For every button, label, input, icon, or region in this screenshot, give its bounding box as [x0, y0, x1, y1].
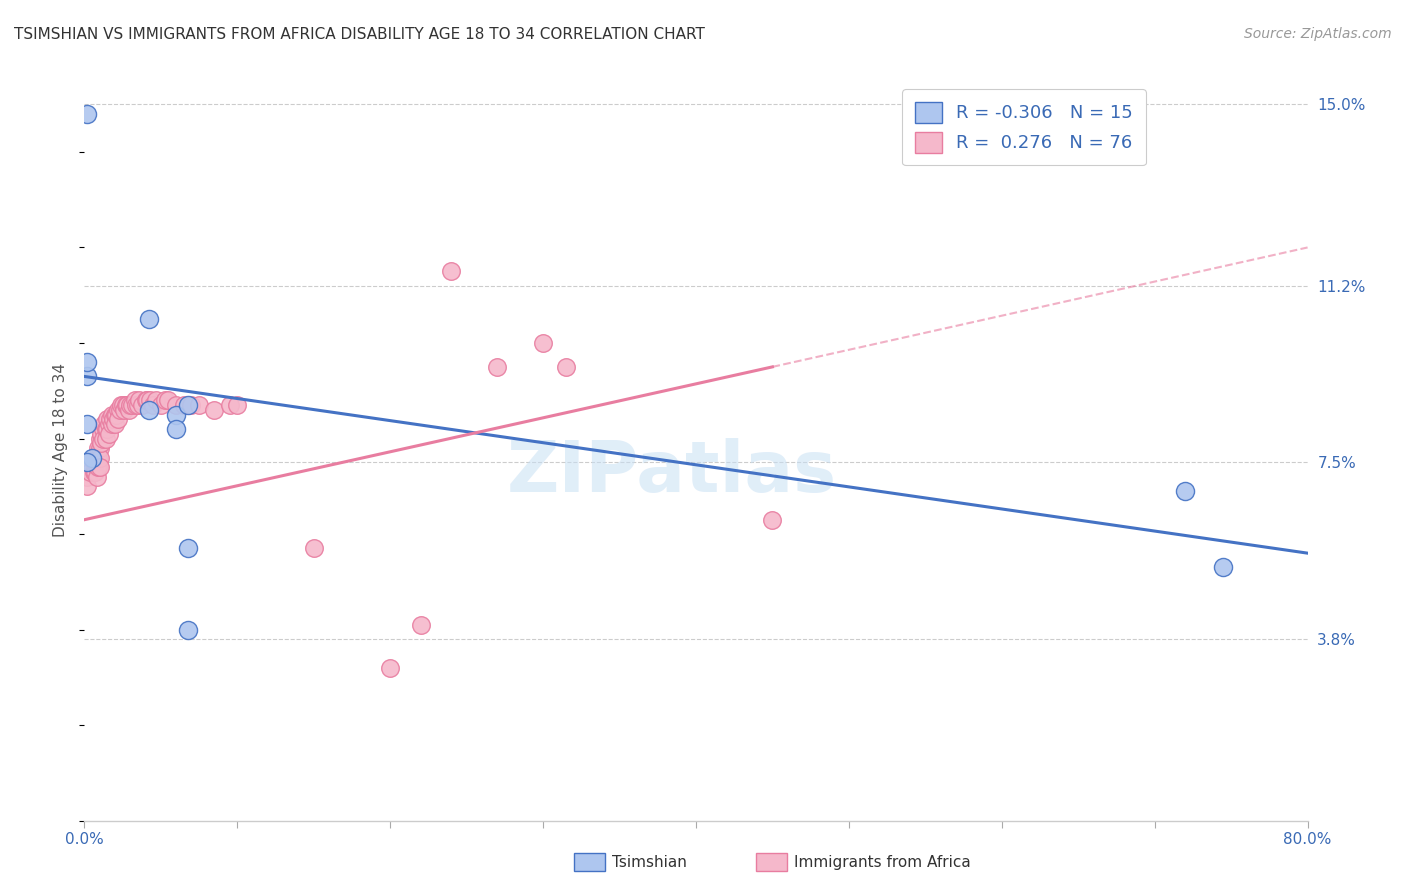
Point — [105, 408, 128, 422]
Point — [180, 398, 202, 412]
Point — [76, 460, 98, 475]
Text: Tsimshian: Tsimshian — [612, 855, 686, 870]
Point — [112, 402, 135, 417]
Point — [98, 412, 121, 426]
Point — [107, 412, 129, 426]
Point — [101, 417, 124, 432]
Point — [115, 398, 138, 412]
Point — [76, 355, 98, 369]
Legend: R = -0.306   N = 15, R =  0.276   N = 76: R = -0.306 N = 15, R = 0.276 N = 76 — [903, 89, 1146, 165]
Point — [302, 541, 325, 556]
Point — [89, 460, 111, 475]
Point — [486, 359, 509, 374]
Point — [165, 398, 187, 412]
Point — [138, 402, 160, 417]
Point — [89, 432, 111, 446]
Point — [86, 450, 108, 465]
Point — [89, 441, 111, 455]
Point — [135, 393, 157, 408]
Point — [177, 541, 200, 556]
Y-axis label: Disability Age 18 to 34: Disability Age 18 to 34 — [53, 363, 69, 538]
Point — [90, 426, 112, 441]
Point — [84, 465, 107, 479]
Point — [87, 460, 110, 475]
Point — [76, 455, 98, 469]
Point — [94, 432, 117, 446]
Point — [76, 369, 98, 384]
Text: TSIMSHIAN VS IMMIGRANTS FROM AFRICA DISABILITY AGE 18 TO 34 CORRELATION CHART: TSIMSHIAN VS IMMIGRANTS FROM AFRICA DISA… — [14, 27, 704, 42]
Point — [173, 398, 195, 412]
Point — [226, 398, 249, 412]
Point — [188, 398, 211, 412]
Point — [121, 398, 143, 412]
Point — [111, 398, 134, 412]
Point — [761, 513, 783, 527]
Point — [90, 436, 112, 450]
Point — [138, 312, 160, 326]
Point — [136, 393, 159, 408]
Point — [87, 441, 110, 455]
Point — [218, 398, 240, 412]
Point — [555, 359, 578, 374]
Point — [108, 402, 131, 417]
Point — [440, 264, 463, 278]
Point — [86, 469, 108, 483]
Point — [91, 422, 114, 436]
Point — [120, 398, 142, 412]
Point — [86, 460, 108, 475]
Point — [145, 393, 167, 408]
Point — [93, 417, 115, 432]
Point — [103, 412, 125, 426]
Point — [79, 465, 101, 479]
Point — [94, 422, 117, 436]
Point — [531, 336, 554, 351]
Point — [87, 450, 110, 465]
Point — [104, 417, 127, 432]
Text: Source: ZipAtlas.com: Source: ZipAtlas.com — [1244, 27, 1392, 41]
Point — [97, 417, 120, 432]
Point — [177, 398, 200, 412]
Point — [96, 422, 118, 436]
Point — [128, 393, 150, 408]
Point — [83, 465, 105, 479]
Point — [157, 393, 180, 408]
Point — [89, 450, 111, 465]
Point — [155, 393, 177, 408]
Point — [1212, 560, 1234, 574]
Point — [409, 617, 432, 632]
Point — [127, 398, 149, 412]
Point — [79, 455, 101, 469]
Text: ZIPatlas: ZIPatlas — [506, 438, 837, 508]
Point — [202, 402, 225, 417]
Point — [165, 422, 187, 436]
Point — [104, 408, 127, 422]
Point — [80, 450, 103, 465]
Text: Immigrants from Africa: Immigrants from Africa — [794, 855, 972, 870]
Point — [76, 417, 98, 432]
Point — [114, 398, 136, 412]
Point — [76, 106, 98, 120]
Point — [118, 402, 141, 417]
Point — [76, 469, 98, 483]
Point — [142, 398, 165, 412]
Point — [177, 623, 200, 637]
Point — [1174, 484, 1197, 499]
Point — [96, 412, 118, 426]
Point — [165, 408, 187, 422]
Point — [131, 398, 153, 412]
Point — [101, 408, 124, 422]
Point — [139, 393, 162, 408]
Point — [107, 402, 129, 417]
Point — [125, 398, 148, 412]
Point — [149, 398, 172, 412]
Point — [124, 393, 146, 408]
Point — [97, 426, 120, 441]
Point — [110, 398, 132, 412]
Point — [380, 661, 402, 675]
Point — [91, 432, 114, 446]
Point — [84, 455, 107, 469]
Point — [83, 455, 105, 469]
Point — [76, 479, 98, 493]
